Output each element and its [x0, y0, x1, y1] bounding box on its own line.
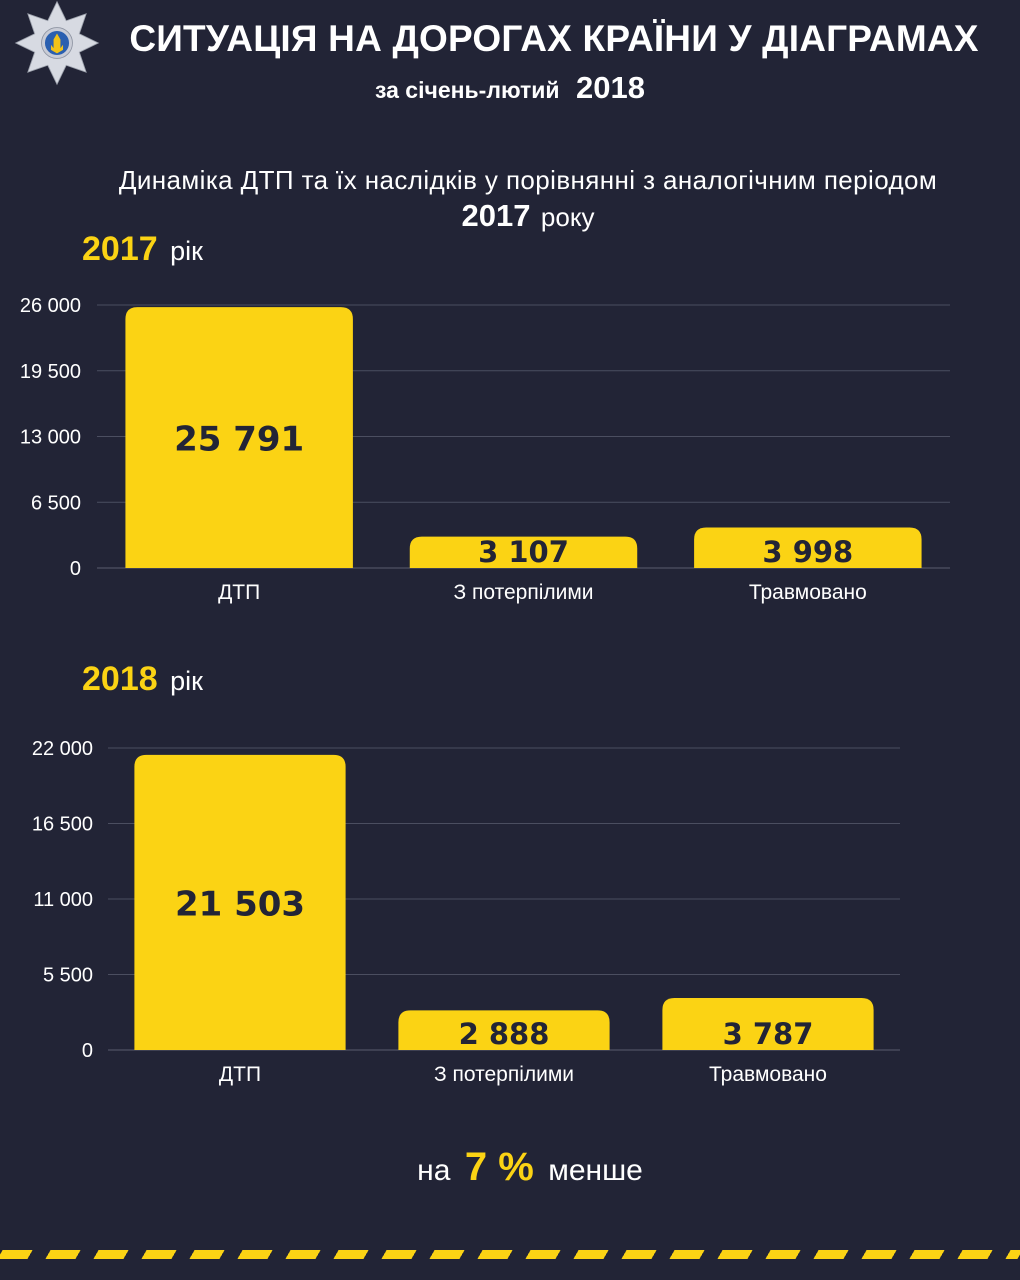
bar	[409, 536, 638, 568]
chart-2017-year: 2017	[82, 230, 158, 268]
bar-value-label: 2 888	[459, 1017, 550, 1051]
page-title: СИТУАЦІЯ НА ДОРОГАХ КРАЇНИ У ДІАГРАМАХ	[129, 18, 979, 59]
chart-2018-year: 2018	[82, 660, 158, 698]
comparison-year: 2017	[461, 198, 531, 233]
category-label: З потерпілими	[434, 1063, 574, 1086]
bar-value-label: 21 503	[175, 884, 305, 924]
y-tick-label: 0	[70, 558, 81, 580]
comparison-heading-year: 2017 року	[0, 198, 1020, 234]
bar	[398, 1010, 610, 1050]
bar	[662, 998, 874, 1050]
subtitle-text: за січень-лютий	[375, 77, 560, 103]
chart-2017-word: рік	[170, 236, 203, 266]
chart-2017-label: 2017 рік	[82, 230, 203, 269]
y-tick-label: 5 500	[43, 965, 93, 987]
chart-2017: 0 6 500 13 000 19 500 26 000 25 791 ДТП 3 107 З …	[20, 295, 950, 604]
bar-value-label: 25 791	[174, 420, 304, 460]
bar	[134, 754, 346, 1050]
subtitle: за січень-лютий 2018	[0, 70, 1020, 106]
bar-value-label: 3 787	[723, 1017, 814, 1051]
y-tick-label: 11 000	[33, 889, 93, 911]
category-label: ДТП	[218, 581, 260, 604]
footer-note: на 7 % менше	[0, 1145, 1020, 1190]
category-label: З потерпілими	[453, 581, 593, 604]
y-tick-label: 16 500	[32, 814, 93, 836]
category-label: ДТП	[219, 1063, 261, 1086]
comparison-word: року	[540, 202, 595, 232]
footer-note-before: на	[417, 1154, 451, 1187]
hazard-stripe	[0, 1250, 1020, 1259]
bar-value-label: 3 998	[762, 535, 853, 569]
category-label: Травмовано	[749, 581, 867, 604]
y-tick-label: 26 000	[20, 295, 81, 317]
bar-value-label: 3 107	[478, 535, 569, 569]
y-tick-label: 0	[82, 1040, 93, 1062]
y-tick-label: 6 500	[31, 492, 81, 514]
subtitle-year: 2018	[576, 70, 645, 105]
y-tick-label: 13 000	[20, 427, 81, 449]
bar	[694, 527, 922, 568]
comparison-heading: Динаміка ДТП та їх наслідків у порівнянн…	[118, 165, 938, 195]
footer-note-after: менше	[548, 1154, 643, 1187]
bar	[125, 307, 353, 568]
y-tick-label: 19 500	[20, 361, 81, 383]
chart-2018: 0 5 500 11 000 16 500 22 000 21 503 ДТП 2 888 З …	[32, 738, 900, 1086]
footer-note-percent: 7 %	[464, 1145, 534, 1189]
chart-2018-word: рік	[170, 666, 203, 696]
chart-2018-label: 2018 рік	[82, 660, 203, 699]
category-label: Травмовано	[709, 1063, 827, 1086]
y-tick-label: 22 000	[32, 738, 93, 760]
police-star-trident-icon	[14, 0, 100, 86]
